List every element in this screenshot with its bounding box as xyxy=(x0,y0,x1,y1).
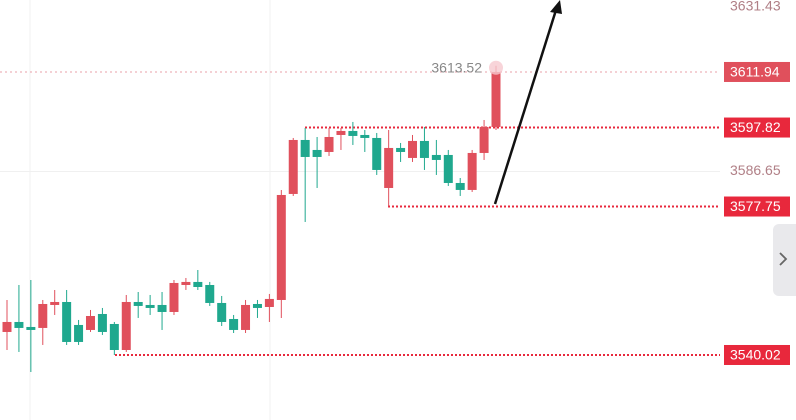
candle-body xyxy=(396,147,406,152)
candle-body xyxy=(491,71,501,127)
candle-body xyxy=(336,130,346,135)
candle-body xyxy=(300,139,310,157)
max-marker xyxy=(489,60,503,75)
trend-arrow xyxy=(493,0,562,205)
candle-body xyxy=(479,126,489,153)
candle-body xyxy=(85,315,95,330)
y-tick-label: 3586.65 xyxy=(730,162,781,178)
candle-body xyxy=(384,147,394,188)
candle-body xyxy=(14,321,24,328)
candle-body xyxy=(443,154,453,183)
candle-body xyxy=(97,313,107,332)
candle-body xyxy=(455,182,465,190)
candle-body xyxy=(467,152,477,190)
candle-body xyxy=(74,324,84,342)
candle-body xyxy=(288,139,298,194)
candle-body xyxy=(264,298,274,307)
max-label: 3613.52 xyxy=(431,59,482,75)
candle-body xyxy=(133,301,143,306)
candle-body xyxy=(205,284,215,303)
price-label-box xyxy=(724,196,790,217)
candle-body xyxy=(431,154,441,160)
candle-body xyxy=(50,301,60,305)
candle-body xyxy=(38,303,48,328)
candle-body xyxy=(169,282,179,312)
candle-body xyxy=(276,194,286,300)
candle-body xyxy=(348,130,358,136)
candle-body xyxy=(62,301,72,342)
candle-body xyxy=(419,140,429,158)
candle-body xyxy=(217,302,227,322)
candle-body xyxy=(360,134,370,138)
candle-body xyxy=(229,318,239,330)
candle-body xyxy=(2,321,12,332)
price-label-box xyxy=(724,117,790,138)
panel-toggle[interactable] xyxy=(773,224,796,296)
price-label-box xyxy=(724,344,790,365)
price-label: 3597.82 xyxy=(730,119,781,135)
price-label: 3540.02 xyxy=(730,347,781,363)
candle-body xyxy=(121,301,131,350)
candle-body xyxy=(241,304,251,330)
candle-body xyxy=(26,326,36,330)
candle-body xyxy=(157,304,167,312)
candle-body xyxy=(145,304,155,308)
candle-body xyxy=(181,281,191,285)
candle-body xyxy=(252,303,262,308)
candle-body xyxy=(193,281,203,287)
price-label: 3577.75 xyxy=(730,198,781,214)
plot: 3631.43 3586.65 3611.94 3597.82 3577.75 3540.… xyxy=(0,0,790,372)
candle-body xyxy=(324,136,334,152)
candle-body xyxy=(408,140,418,158)
candle-body xyxy=(372,137,382,170)
price-label: 3611.94 xyxy=(730,64,780,80)
candle-body xyxy=(109,323,119,350)
y-tick-label: 3631.43 xyxy=(730,0,781,14)
price-label-box xyxy=(724,61,790,82)
candle-body xyxy=(312,149,322,157)
